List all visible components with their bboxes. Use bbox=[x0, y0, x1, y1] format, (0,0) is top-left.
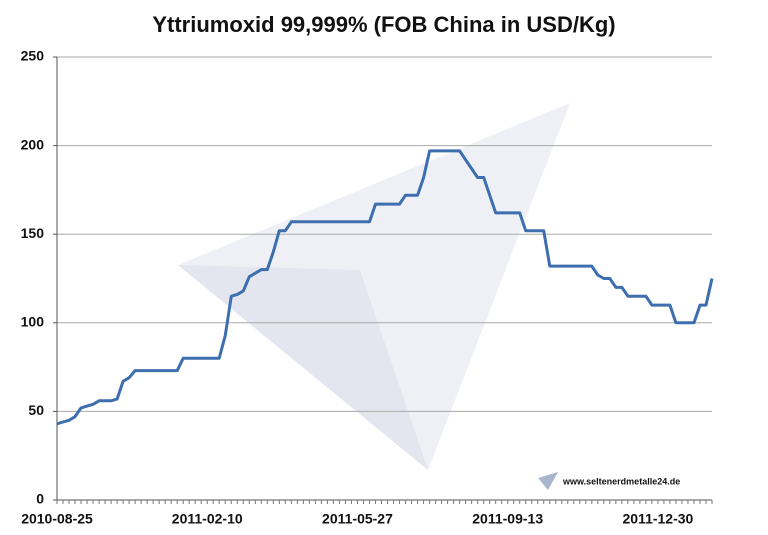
y-tick-label: 150 bbox=[21, 225, 45, 241]
y-tick-label: 0 bbox=[36, 491, 44, 507]
chart-title: Yttriumoxid 99,999% (FOB China in USD/Kg… bbox=[152, 12, 615, 37]
x-tick-label: 2011-05-27 bbox=[322, 511, 393, 527]
watermark-shape bbox=[178, 103, 570, 470]
x-tick-label: 2010-08-25 bbox=[21, 511, 93, 527]
x-tick-label: 2011-12-30 bbox=[622, 511, 693, 527]
y-tick-label: 200 bbox=[21, 136, 45, 152]
y-tick-label: 100 bbox=[21, 314, 45, 330]
watermark-shape bbox=[178, 265, 428, 470]
x-tick-label: 2011-02-10 bbox=[172, 511, 243, 527]
y-tick-label: 250 bbox=[21, 48, 45, 64]
watermark-text: www.seltenerdmetalle24.de bbox=[562, 476, 680, 486]
y-tick-label: 50 bbox=[28, 402, 44, 418]
x-tick-label: 2011-09-13 bbox=[472, 511, 543, 527]
data-line bbox=[56, 149, 714, 426]
watermark-icon bbox=[538, 472, 558, 490]
